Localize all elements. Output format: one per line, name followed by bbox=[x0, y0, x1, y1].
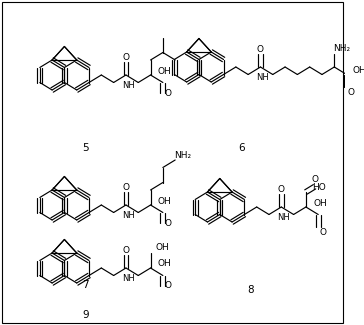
Text: O: O bbox=[122, 183, 130, 192]
Text: OH: OH bbox=[353, 66, 364, 75]
Text: 7: 7 bbox=[82, 280, 88, 290]
Text: NH₂: NH₂ bbox=[174, 150, 191, 160]
Text: NH: NH bbox=[122, 274, 135, 283]
Text: O: O bbox=[164, 88, 171, 98]
Text: 8: 8 bbox=[248, 285, 254, 295]
Text: OH: OH bbox=[313, 199, 327, 207]
Text: NH: NH bbox=[257, 73, 269, 82]
Text: O: O bbox=[122, 246, 130, 255]
Text: 6: 6 bbox=[238, 143, 245, 153]
Text: O: O bbox=[164, 281, 171, 291]
Text: O: O bbox=[122, 53, 130, 62]
Text: O: O bbox=[348, 88, 355, 97]
Text: NH₂: NH₂ bbox=[333, 44, 351, 53]
Text: NH: NH bbox=[122, 81, 135, 90]
Text: OH: OH bbox=[158, 259, 172, 268]
Text: O: O bbox=[278, 185, 285, 194]
Text: O: O bbox=[164, 218, 171, 227]
Text: O: O bbox=[311, 175, 318, 184]
Text: OH: OH bbox=[155, 243, 169, 253]
Text: O: O bbox=[320, 228, 327, 237]
Text: NH: NH bbox=[277, 213, 290, 222]
Text: OH: OH bbox=[158, 67, 172, 75]
Text: 5: 5 bbox=[82, 143, 88, 153]
Text: HO: HO bbox=[312, 184, 326, 192]
Text: NH: NH bbox=[122, 211, 135, 220]
Text: 9: 9 bbox=[82, 310, 88, 320]
Text: OH: OH bbox=[158, 197, 172, 205]
Text: O: O bbox=[257, 45, 264, 54]
